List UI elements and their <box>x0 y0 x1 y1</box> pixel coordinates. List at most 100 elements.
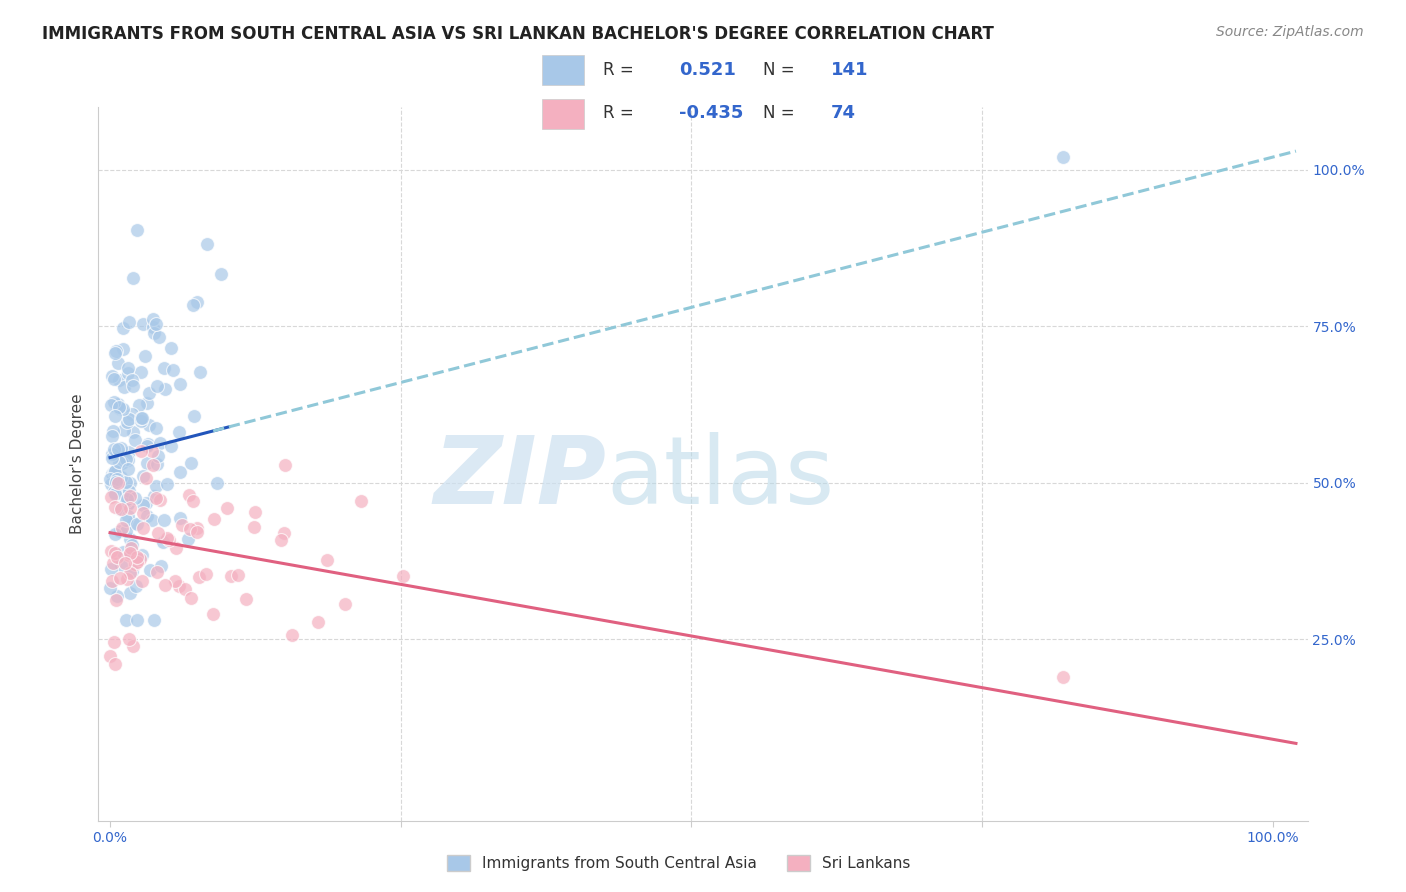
Point <box>148 329 170 343</box>
Point <box>209 267 232 281</box>
Text: ZIP: ZIP <box>433 432 606 524</box>
Point <box>159 341 181 355</box>
Point <box>120 532 142 546</box>
Point <box>104 346 127 360</box>
Text: IMMIGRANTS FROM SOUTH CENTRAL ASIA VS SRI LANKAN BACHELOR'S DEGREE CORRELATION C: IMMIGRANTS FROM SOUTH CENTRAL ASIA VS SR… <box>42 25 994 43</box>
Point <box>146 458 169 472</box>
Point <box>153 513 176 527</box>
Point <box>131 468 153 483</box>
Point <box>132 498 155 512</box>
Point <box>104 409 127 424</box>
Point <box>186 295 208 310</box>
Point <box>1052 669 1074 683</box>
Point <box>124 491 146 506</box>
Point <box>98 581 121 595</box>
Point <box>145 420 167 434</box>
Point <box>111 401 134 416</box>
Point <box>110 558 132 573</box>
Point <box>202 512 225 526</box>
Point <box>125 223 148 237</box>
Point <box>128 552 150 566</box>
Point <box>118 548 141 562</box>
Point <box>167 425 190 439</box>
Point <box>100 543 122 558</box>
Point <box>104 487 127 501</box>
Point <box>129 414 152 428</box>
Point <box>110 520 132 534</box>
Point <box>125 579 148 593</box>
Point <box>243 519 266 533</box>
Point <box>118 489 141 503</box>
Text: atlas: atlas <box>606 432 835 524</box>
Point <box>118 445 141 459</box>
Point <box>145 491 167 505</box>
FancyBboxPatch shape <box>543 99 585 129</box>
Text: Source: ZipAtlas.com: Source: ZipAtlas.com <box>1216 25 1364 39</box>
Point <box>108 401 131 416</box>
Point <box>98 648 121 663</box>
Point <box>115 513 138 527</box>
Point <box>169 465 191 479</box>
Text: 74: 74 <box>831 104 856 122</box>
Point <box>110 502 132 516</box>
Point <box>207 476 229 491</box>
Point <box>117 453 139 467</box>
Point <box>307 615 329 629</box>
Point <box>120 586 142 600</box>
Point <box>221 569 243 583</box>
Point <box>350 494 373 508</box>
Point <box>114 486 136 500</box>
Point <box>105 475 128 489</box>
Point <box>215 500 238 515</box>
Point <box>197 237 219 252</box>
FancyBboxPatch shape <box>543 55 585 85</box>
Point <box>243 505 266 519</box>
Point <box>125 555 148 569</box>
Point <box>103 442 125 456</box>
Point <box>105 550 128 565</box>
Point <box>118 315 141 329</box>
Point <box>121 379 143 393</box>
Point <box>112 423 135 437</box>
Point <box>101 447 124 461</box>
Point <box>104 344 127 359</box>
Point <box>120 541 142 555</box>
Point <box>146 449 169 463</box>
Point <box>142 458 165 473</box>
Point <box>108 400 131 414</box>
Point <box>117 360 139 375</box>
Point <box>101 467 124 482</box>
Point <box>131 574 153 589</box>
Point <box>100 398 122 412</box>
Point <box>153 382 176 396</box>
Point <box>145 479 167 493</box>
Point <box>165 541 187 555</box>
Point <box>115 524 138 538</box>
Point <box>115 573 138 587</box>
Point <box>121 425 143 440</box>
Point <box>117 461 139 475</box>
Point <box>188 570 211 584</box>
Point <box>180 591 202 606</box>
Point <box>150 559 173 574</box>
Point <box>112 343 135 357</box>
Point <box>108 524 131 539</box>
Point <box>115 492 138 507</box>
Point <box>391 569 413 583</box>
Point <box>111 456 134 470</box>
Point <box>157 533 180 547</box>
Point <box>155 477 177 491</box>
Point <box>136 456 159 470</box>
Point <box>107 472 129 486</box>
Point <box>118 412 141 426</box>
Point <box>100 429 122 443</box>
Point <box>121 564 143 578</box>
Text: -0.435: -0.435 <box>679 104 744 122</box>
Point <box>110 502 132 516</box>
Point <box>155 577 177 591</box>
Point <box>104 593 127 607</box>
Point <box>131 506 153 520</box>
Point <box>103 372 125 386</box>
Point <box>183 409 205 424</box>
Point <box>117 496 139 510</box>
